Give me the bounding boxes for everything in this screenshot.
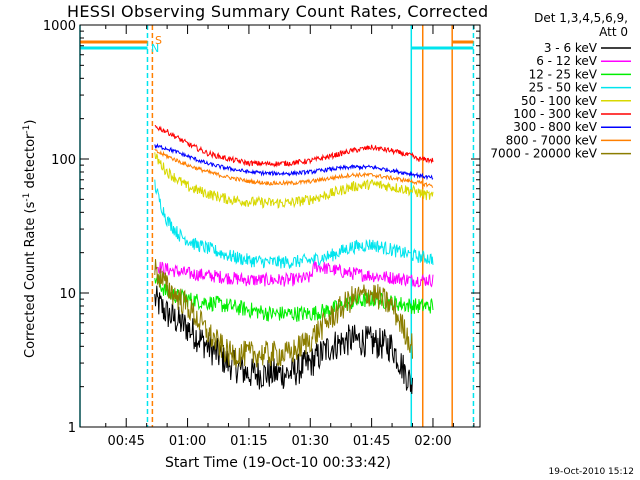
flag-lines [80, 40, 474, 50]
x-tick-label-4: 01:45 [353, 434, 390, 449]
legend-label-6: 300 - 800 keV [513, 120, 597, 134]
y-axis-ticks: 1 10 100 1000 [43, 19, 480, 436]
legend-header-line1: Det 1,3,4,5,6,9, [534, 11, 628, 25]
x-tick-label-3: 01:30 [292, 434, 329, 449]
series-line-2 [154, 275, 434, 322]
x-tick-label-5: 02:00 [414, 434, 451, 449]
x-tick-label-2: 01:15 [230, 434, 267, 449]
y-axis-label: Corrected Count Rate (s-1 detector-1) [22, 120, 38, 358]
chart-title: HESSI Observing Summary Count Rates, Cor… [67, 2, 488, 21]
x-tick-label-1: 01:00 [169, 434, 206, 449]
legend-label-8: 7000 - 20000 keV [490, 147, 597, 161]
legend-label-5: 100 - 300 keV [513, 107, 597, 121]
legend-label-0: 3 - 6 keV [544, 41, 598, 55]
vertical-markers [79, 25, 475, 427]
y-tick-label-3: 1000 [43, 19, 76, 34]
y-tick-label-2: 100 [51, 153, 76, 168]
series-line-5 [154, 125, 434, 168]
flag-label-s: S [155, 34, 162, 47]
series-line-1 [154, 260, 434, 288]
legend-label-2: 12 - 25 keV [529, 67, 598, 81]
y-axis-label-sup2: -1 [22, 125, 32, 134]
series-line-0 [154, 285, 413, 395]
y-axis-label-mid: detector [23, 133, 38, 193]
y-tick-label-1: 10 [59, 287, 76, 302]
legend-label-7: 800 - 7000 keV [506, 133, 598, 147]
y-axis-label-sup1: -1 [22, 193, 32, 202]
series-line-3 [154, 179, 434, 269]
x-axis-label: Start Time (19-Oct-10 00:33:42) [165, 455, 391, 471]
legend-label-1: 6 - 12 keV [536, 54, 598, 68]
x-axis-ticks: 00:45 01:00 01:15 01:30 01:45 02:00 [105, 25, 475, 449]
legend-label-3: 25 - 50 keV [529, 81, 598, 95]
x-tick-label-0: 00:45 [107, 434, 144, 449]
plot-frame [79, 24, 481, 428]
series-line-4 [154, 152, 434, 209]
legend-label-4: 50 - 100 keV [521, 94, 598, 108]
timestamp: 19-Oct-2010 15:12 [549, 467, 634, 477]
y-axis-label-main: Corrected Count Rate (s [23, 201, 38, 358]
series-line-7 [154, 148, 434, 188]
y-axis-label-end: ) [23, 120, 38, 125]
plot-series [154, 125, 434, 395]
flag-label-n: N [151, 42, 159, 55]
y-tick-label-0: 1 [68, 421, 76, 436]
legend-header-line2: Att 0 [599, 25, 628, 39]
series-line-6 [154, 142, 434, 181]
series-line-8 [154, 259, 413, 368]
